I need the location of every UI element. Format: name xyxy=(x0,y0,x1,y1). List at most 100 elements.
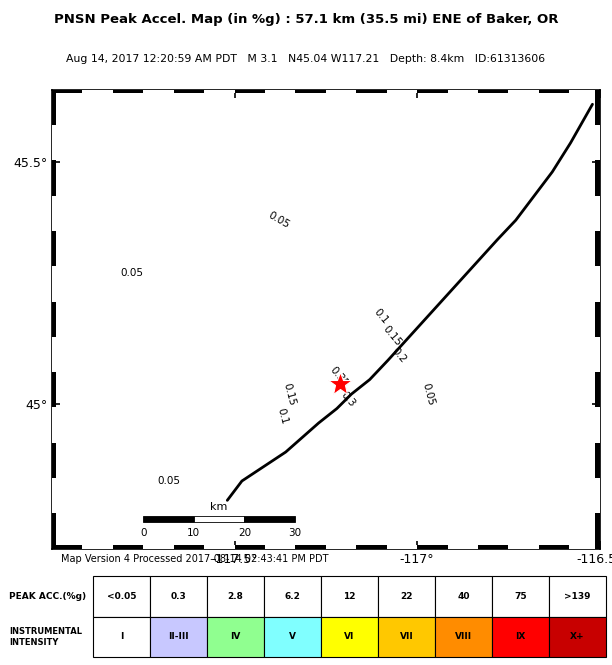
Bar xyxy=(321,617,378,657)
Text: >139: >139 xyxy=(564,592,591,601)
Text: 0: 0 xyxy=(140,528,146,539)
Bar xyxy=(595,160,600,196)
Bar xyxy=(478,545,509,549)
Bar xyxy=(595,337,600,372)
Text: km: km xyxy=(211,502,228,512)
Text: 0.2: 0.2 xyxy=(390,346,408,365)
Bar xyxy=(264,617,321,657)
Text: 0.15: 0.15 xyxy=(380,324,403,348)
Text: 75: 75 xyxy=(514,592,527,601)
Text: IX: IX xyxy=(515,632,526,642)
Bar xyxy=(52,125,56,160)
Bar xyxy=(595,301,600,337)
Text: 0.1: 0.1 xyxy=(275,406,289,425)
Bar xyxy=(447,90,478,94)
Text: Aug 14, 2017 12:20:59 AM PDT   M 3.1   N45.04 W117.21   Depth: 8.4km   ID:613136: Aug 14, 2017 12:20:59 AM PDT M 3.1 N45.0… xyxy=(67,54,545,64)
Bar xyxy=(143,545,174,549)
Bar xyxy=(207,617,264,657)
Bar xyxy=(52,408,56,443)
Text: PEAK ACC.(%g): PEAK ACC.(%g) xyxy=(9,592,86,601)
Text: Map Version 4 Processed 2017-08-14 02:43:41 PM PDT: Map Version 4 Processed 2017-08-14 02:43… xyxy=(61,553,329,564)
Bar xyxy=(174,545,204,549)
Bar xyxy=(234,90,265,94)
Bar xyxy=(93,617,150,657)
Bar xyxy=(52,372,56,408)
Bar xyxy=(113,90,143,94)
Text: V: V xyxy=(289,632,296,642)
Bar xyxy=(194,516,244,522)
Bar xyxy=(296,90,326,94)
Text: I: I xyxy=(120,632,123,642)
Text: 10: 10 xyxy=(187,528,200,539)
Bar xyxy=(52,160,56,196)
Text: 40: 40 xyxy=(457,592,469,601)
Bar xyxy=(549,617,606,657)
Bar xyxy=(569,545,600,549)
Text: PNSN Peak Accel. Map (in %g) : 57.1 km (35.5 mi) ENE of Baker, OR: PNSN Peak Accel. Map (in %g) : 57.1 km (… xyxy=(54,13,558,26)
Bar xyxy=(52,545,83,549)
Bar xyxy=(447,545,478,549)
Bar xyxy=(113,545,143,549)
Bar xyxy=(378,577,435,617)
Bar xyxy=(52,196,56,231)
Text: IV: IV xyxy=(230,632,241,642)
Text: 0.35: 0.35 xyxy=(327,365,350,389)
Bar xyxy=(150,577,207,617)
Bar xyxy=(595,478,600,513)
Bar xyxy=(595,408,600,443)
Bar xyxy=(595,266,600,301)
Bar xyxy=(52,301,56,337)
Bar xyxy=(204,545,234,549)
Text: 30: 30 xyxy=(288,528,302,539)
Bar xyxy=(569,90,600,94)
Text: 0.05: 0.05 xyxy=(157,476,181,486)
Text: 0.05: 0.05 xyxy=(420,382,436,406)
Bar xyxy=(52,266,56,301)
Text: 0.05: 0.05 xyxy=(121,268,144,279)
Bar xyxy=(264,577,321,617)
Bar xyxy=(93,577,150,617)
Bar xyxy=(595,513,600,549)
Bar xyxy=(143,90,174,94)
Text: 0.05: 0.05 xyxy=(266,210,291,230)
Text: 12: 12 xyxy=(343,592,356,601)
Bar xyxy=(265,545,296,549)
Bar xyxy=(265,90,296,94)
Bar xyxy=(52,231,56,266)
Bar xyxy=(52,443,56,478)
Bar xyxy=(296,545,326,549)
Text: VIII: VIII xyxy=(455,632,472,642)
Bar xyxy=(509,90,539,94)
Text: II-III: II-III xyxy=(168,632,189,642)
Text: INSTRUMENTAL
INTENSITY: INSTRUMENTAL INTENSITY xyxy=(9,627,82,646)
Text: 22: 22 xyxy=(400,592,412,601)
Text: VI: VI xyxy=(345,632,355,642)
Text: 0.3: 0.3 xyxy=(171,592,187,601)
Bar xyxy=(326,545,356,549)
Text: 0.1: 0.1 xyxy=(371,307,390,327)
Bar xyxy=(244,516,295,522)
Bar xyxy=(321,577,378,617)
Text: 20: 20 xyxy=(238,528,251,539)
Text: 6.2: 6.2 xyxy=(285,592,300,601)
Bar xyxy=(417,545,447,549)
Bar xyxy=(356,90,387,94)
Bar xyxy=(539,545,569,549)
Bar xyxy=(356,545,387,549)
Bar xyxy=(595,125,600,160)
Bar xyxy=(492,617,549,657)
Bar xyxy=(326,90,356,94)
Bar xyxy=(387,545,417,549)
Bar xyxy=(83,90,113,94)
Bar xyxy=(143,516,194,522)
Bar xyxy=(492,577,549,617)
Text: 2.8: 2.8 xyxy=(228,592,244,601)
Text: X+: X+ xyxy=(570,632,584,642)
Bar xyxy=(234,545,265,549)
Text: 0.15: 0.15 xyxy=(282,382,297,406)
Bar xyxy=(539,90,569,94)
Bar xyxy=(549,577,606,617)
Bar xyxy=(595,372,600,408)
Bar xyxy=(595,443,600,478)
Bar xyxy=(83,545,113,549)
